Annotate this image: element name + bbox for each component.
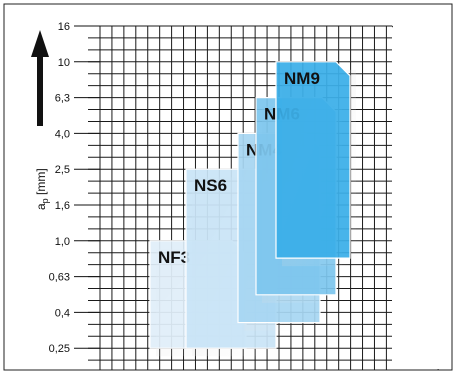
region-label-nm9: NM9 [284,69,320,88]
y-tick-label: 6,3 [55,93,70,105]
region-label-nf3: NF3 [158,248,190,267]
region-label-ns6: NS6 [194,176,227,195]
y-tick-label: 16 [58,21,70,33]
y-tick-label: 0,25 [49,343,70,355]
y-axis-label: ap [mm] [34,168,50,210]
regions: NF3NS6NM4NM6NM9 [149,61,356,357]
y-axis-ticks: 16 10 6,3 4,0 2,5 1,6 1,0 0,63 0,4 0,25 [49,21,100,355]
y-tick-label: 1,6 [55,200,70,212]
region-nm9 [275,61,351,259]
y-tick-label: 10 [58,57,70,69]
y-tick-label: 0,4 [55,307,70,319]
y-tick-label: 4,0 [55,128,70,140]
y-axis-arrow [31,30,49,126]
y-tick-label: 2,5 [55,164,70,176]
edge-fill [393,5,451,369]
y-tick-label: 0,63 [49,272,70,284]
y-tick-label: 1,0 [55,236,70,248]
